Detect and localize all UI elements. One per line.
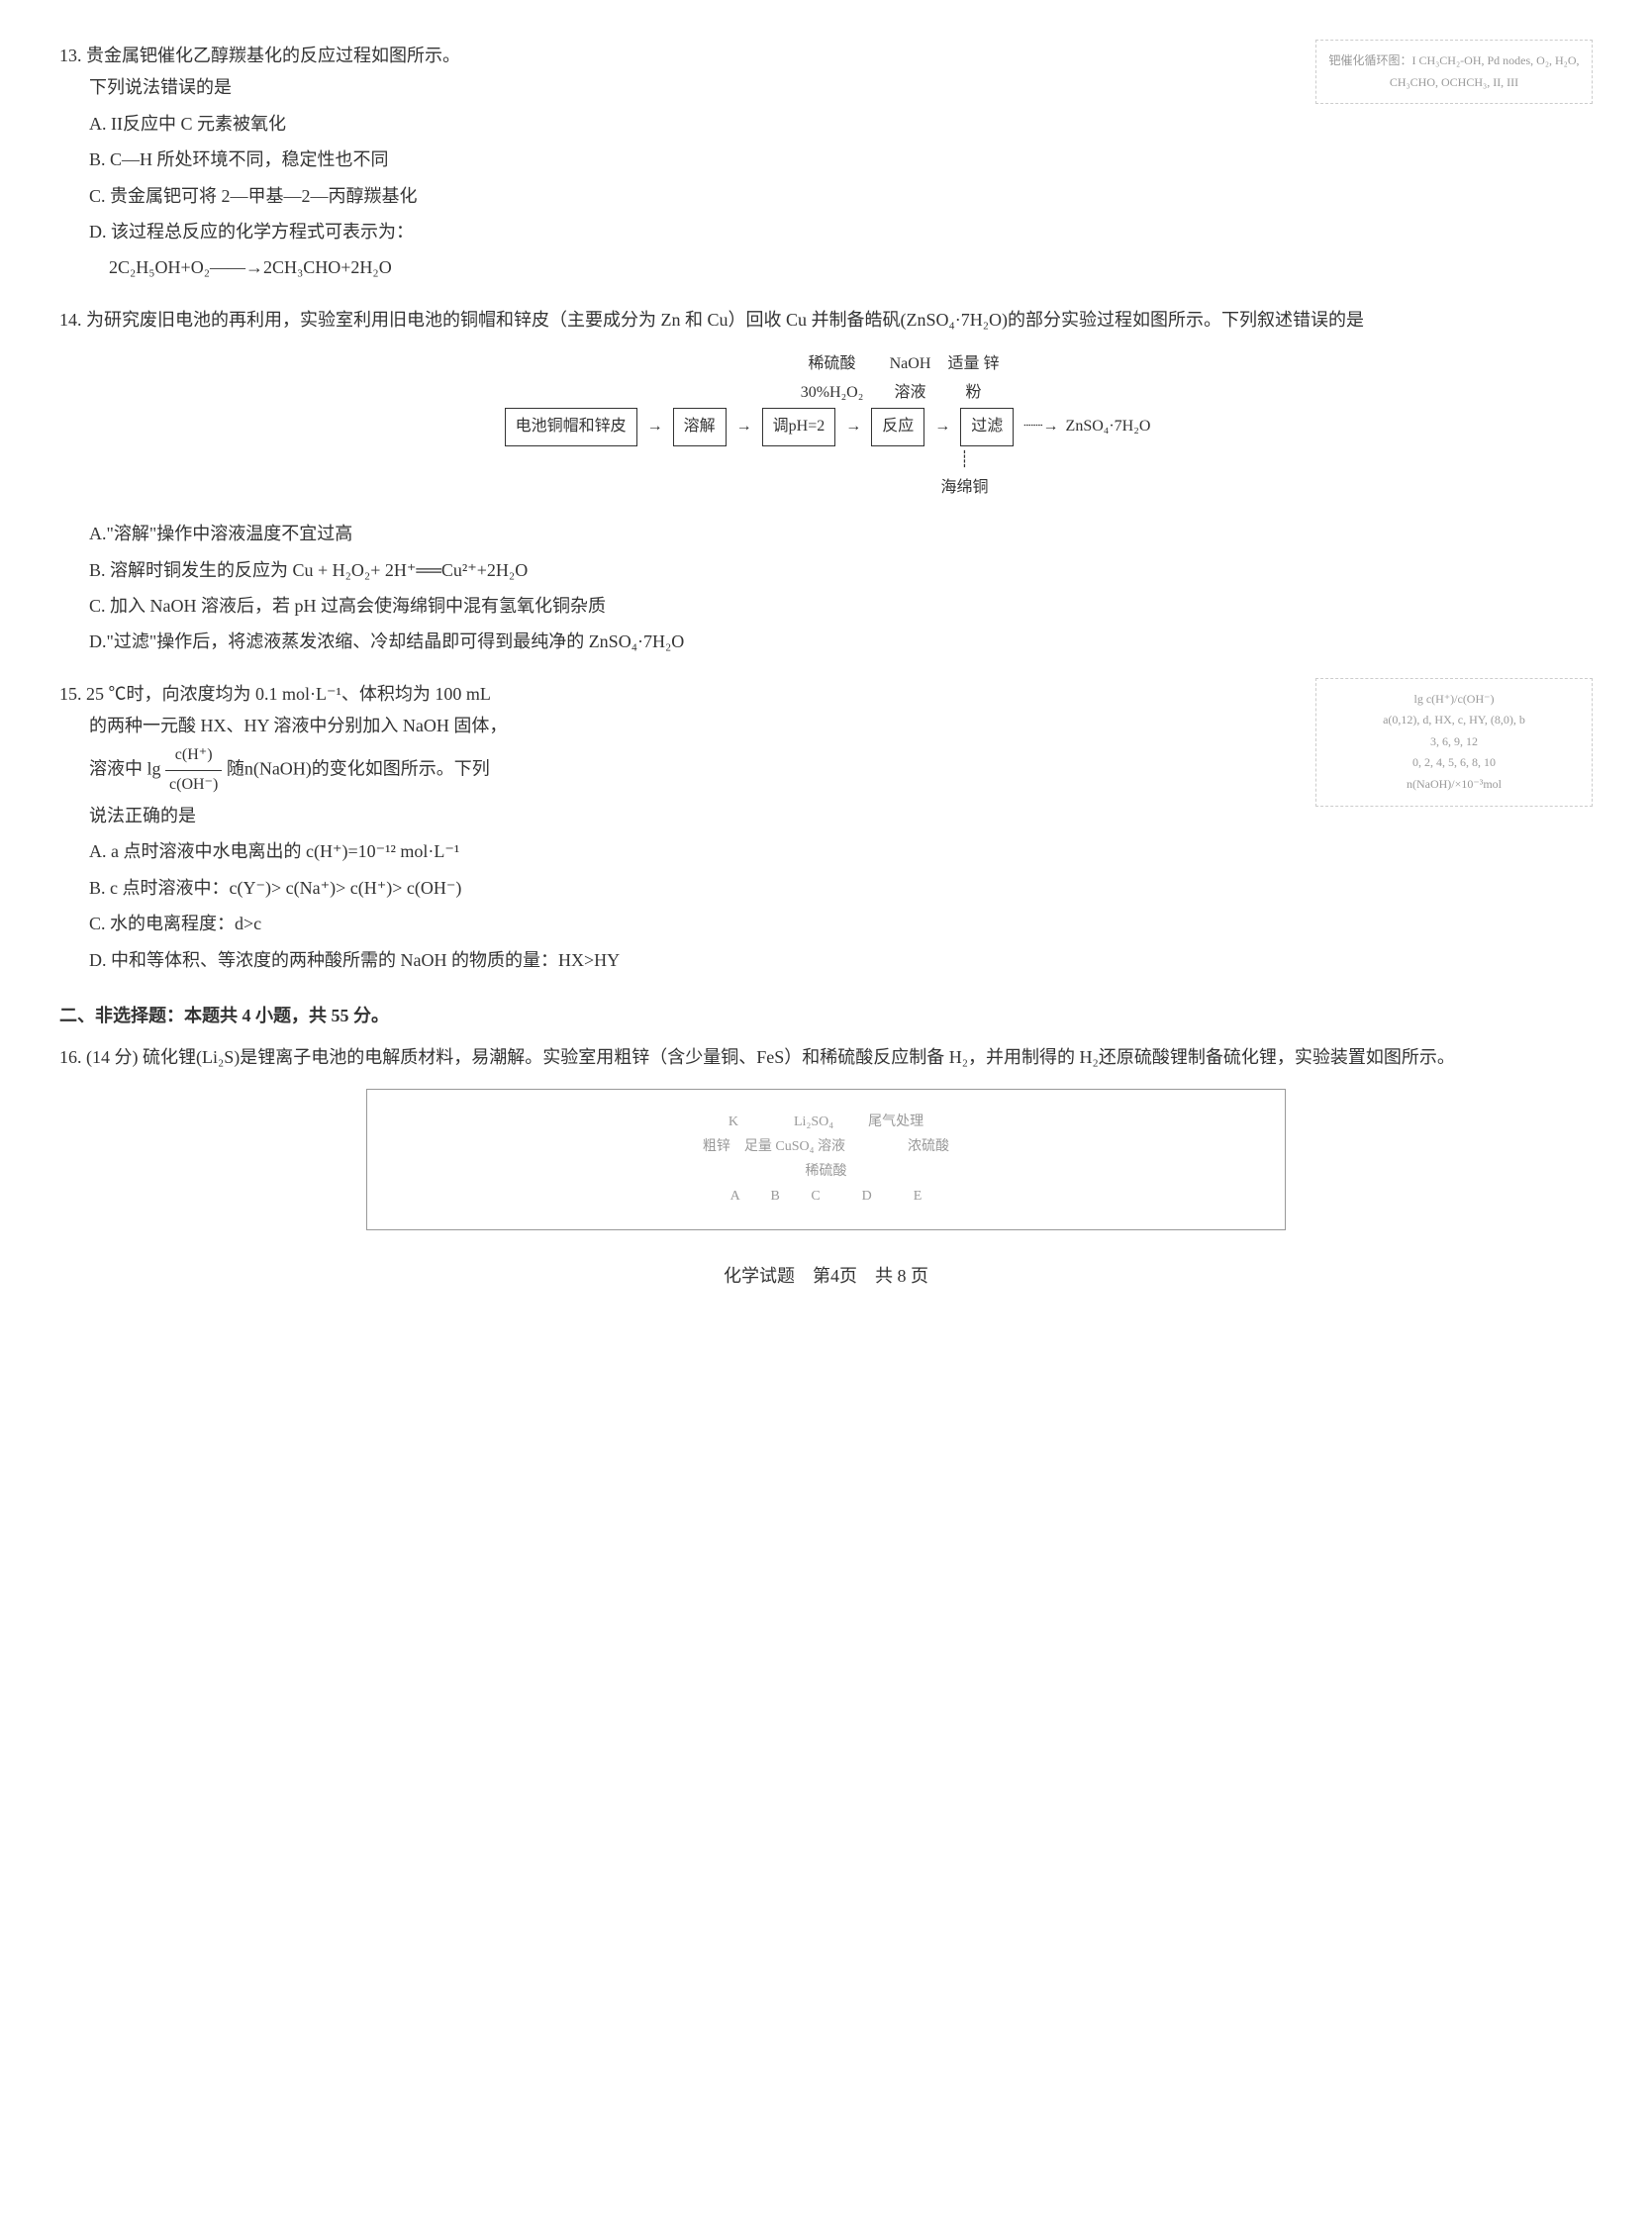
section-2-header: 二、非选择题：本题共 4 小题，共 55 分。 — [59, 1000, 1593, 1031]
graph-xticks: 0, 2, 4, 5, 6, 8, 10 — [1326, 752, 1582, 774]
q14-option-a: A."溶解"操作中溶液温度不宜过高 — [59, 518, 1593, 549]
label-h2so4: 浓硫酸 — [908, 1139, 949, 1154]
q14-option-d: D."过滤"操作后，将滤液蒸发浓缩、冷却结晶即可得到最纯净的 ZnSO₄·7H₂… — [59, 626, 1593, 657]
q15-option-d: D. 中和等体积、等浓度的两种酸所需的 NaOH 的物质的量：HX>HY — [59, 944, 1593, 976]
q16-num: 16. — [59, 1047, 82, 1067]
label-b: B — [770, 1189, 779, 1204]
label-c: C — [811, 1189, 820, 1204]
label-cuso4: 足量 CuSO₄ 溶液 — [744, 1139, 845, 1154]
q15-stem-4: 随n(NaOH)的变化如图所示。下列 — [227, 759, 490, 779]
q15-option-b: B. c 点时溶液中：c(Y⁻)> c(Na⁺)> c(H⁺)> c(OH⁻) — [59, 872, 1593, 904]
flow-box-2: 溶解 — [673, 408, 727, 446]
q13-option-c: C. 贵金属钯可将 2—甲基—2—丙醇羰基化 — [59, 180, 1593, 212]
q14-flowchart: 稀硫酸 30%H₂O₂ NaOH 溶液 适量 锌粉 电池铜帽和锌皮 → 溶解 →… — [59, 350, 1593, 503]
question-15: lg c(H⁺)/c(OH⁻) a(0,12), d, HX, c, HY, (… — [59, 678, 1593, 980]
flow-label-1: 稀硫酸 30%H₂O₂ — [788, 350, 877, 408]
q13-equation: 2C₂H₅OH+O₂——→2CH₃CHO+2H₂O — [59, 251, 1593, 283]
q14-option-b: B. 溶解时铜发生的反应为 Cu + H₂O₂+ 2H⁺══Cu²⁺+2H₂O — [59, 554, 1593, 586]
q16-apparatus-diagram: K Li₂SO₄ 尾气处理 粗锌 足量 CuSO₄ 溶液 浓硫酸 稀硫酸 A B — [366, 1089, 1286, 1230]
graph-xlabel: n(NaOH)/×10⁻³mol — [1326, 774, 1582, 796]
q16-points: (14 分) — [86, 1047, 139, 1067]
arrow-icon: → — [736, 413, 752, 441]
question-16: 16. (14 分) 硫化锂(Li₂S)是锂离子电池的电解质材料，易潮解。实验室… — [59, 1041, 1593, 1229]
q13-stem: 贵金属钯催化乙醇羰基化的反应过程如图所示。 — [86, 46, 460, 65]
q13-option-b: B. C—H 所处环境不同，稳定性也不同 — [59, 144, 1593, 175]
graph-ylabel: lg c(H⁺)/c(OH⁻) — [1326, 689, 1582, 711]
apparatus-bottom-labels: A B C D E — [387, 1184, 1265, 1209]
graph-yticks: 3, 6, 9, 12 — [1326, 731, 1582, 753]
q15-graph: lg c(H⁺)/c(OH⁻) a(0,12), d, HX, c, HY, (… — [1315, 678, 1593, 807]
apparatus-mid-labels: 粗锌 足量 CuSO₄ 溶液 浓硫酸 — [387, 1134, 1265, 1159]
q15-stem-3: 溶液中 lg — [89, 759, 161, 779]
flow-branch: 海绵铜 — [940, 479, 988, 496]
q15-stem-1: 25 ℃时，向浓度均为 0.1 mol·L⁻¹、体积均为 100 mL — [86, 684, 491, 704]
flow-box-5: 过滤 — [960, 408, 1014, 446]
q15-option-c: C. 水的电离程度：d>c — [59, 908, 1593, 939]
flow-box-4: 反应 — [871, 408, 924, 446]
flow-output: ZnSO₄·7H₂O — [1066, 418, 1151, 435]
q14-option-c: C. 加入 NaOH 溶液后，若 pH 过高会使海绵铜中混有氢氧化铜杂质 — [59, 590, 1593, 622]
flow-label-3: 适量 锌粉 — [944, 350, 1004, 408]
question-14: 14. 为研究废旧电池的再利用，实验室利用旧电池的铜帽和锌皮（主要成分为 Zn … — [59, 304, 1593, 658]
flow-box-3: 调pH=2 — [762, 408, 836, 446]
flow-branch-arrow: ┊ — [960, 451, 970, 468]
flow-box-1: 电池铜帽和锌皮 — [505, 408, 637, 446]
q16-stem: 硫化锂(Li₂S)是锂离子电池的电解质材料，易潮解。实验室用粗锌（含少量铜、Fe… — [143, 1047, 1455, 1067]
label-k: K — [729, 1114, 738, 1129]
label-e: E — [914, 1189, 923, 1204]
arrow-icon: ┈┈→ — [1023, 413, 1058, 441]
frac-den: c(OH⁻) — [165, 771, 222, 800]
question-13: 钯催化循环图：I CH₃CH₂-OH, Pd nodes, O₂, H₂O, C… — [59, 40, 1593, 284]
label-a: A — [730, 1189, 739, 1204]
q15-num: 15. — [59, 684, 82, 704]
q13-option-a: A. II反应中 C 元素被氧化 — [59, 108, 1593, 140]
label-tail: 尾气处理 — [868, 1114, 923, 1129]
page-footer: 化学试题 第4页 共 8 页 — [59, 1260, 1593, 1292]
q13-num: 13. — [59, 46, 82, 65]
q14-stem: 为研究废旧电池的再利用，实验室利用旧电池的铜帽和锌皮（主要成分为 Zn 和 Cu… — [86, 310, 1364, 330]
graph-points: a(0,12), d, HX, c, HY, (8,0), b — [1326, 710, 1582, 731]
fraction: c(H⁺) c(OH⁻) — [165, 741, 222, 800]
q14-num: 14. — [59, 310, 82, 330]
frac-num: c(H⁺) — [165, 741, 222, 771]
label-li2so4: Li₂SO₄ — [794, 1114, 833, 1129]
q15-option-a: A. a 点时溶液中水电离出的 c(H⁺)=10⁻¹² mol·L⁻¹ — [59, 835, 1593, 867]
diagram-desc: 钯催化循环图：I CH₃CH₂-OH, Pd nodes, O₂, H₂O, C… — [1328, 53, 1579, 89]
q13-option-d: D. 该过程总反应的化学方程式可表示为： — [59, 216, 1593, 247]
flow-label-2: NaOH 溶液 — [881, 350, 940, 408]
apparatus-top-labels: K Li₂SO₄ 尾气处理 — [387, 1110, 1265, 1134]
arrow-icon: → — [845, 413, 861, 441]
arrow-icon: → — [934, 413, 950, 441]
q13-diagram: 钯催化循环图：I CH₃CH₂-OH, Pd nodes, O₂, H₂O, C… — [1315, 40, 1593, 104]
arrow-icon: → — [647, 413, 663, 441]
apparatus-acid-label: 稀硫酸 — [387, 1159, 1265, 1184]
label-d: D — [862, 1189, 872, 1204]
label-zn: 粗锌 — [703, 1139, 730, 1154]
